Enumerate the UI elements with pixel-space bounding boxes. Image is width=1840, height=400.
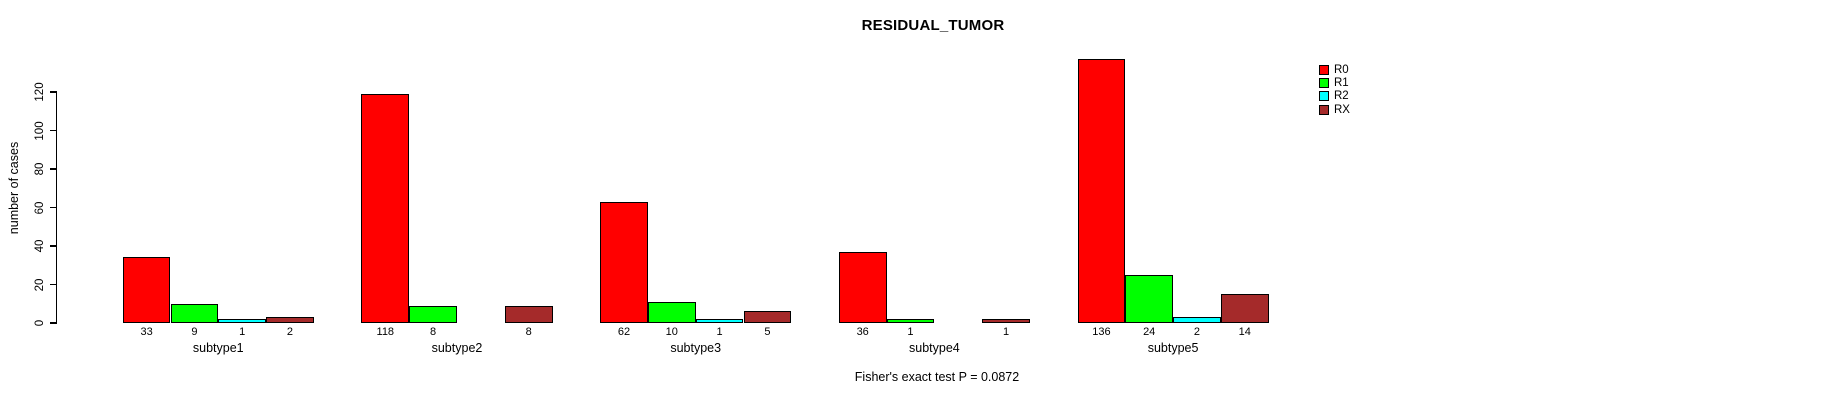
bar-value-label: 2 (286, 326, 294, 338)
bar-r2-subtype1 (218, 319, 267, 323)
bar-value-label: 1 (907, 326, 914, 338)
bar-r1-subtype1 (170, 303, 219, 323)
bar-value-label: 1 (239, 326, 246, 338)
bar-rx-subtype5 (1220, 294, 1269, 323)
bar-value-label: 1 (716, 326, 723, 338)
bar-value-label: 9 (191, 326, 198, 338)
fisher-test-annotation: Fisher's exact test P = 0.0872 (854, 370, 1020, 384)
y-tick-label: 0 (34, 319, 46, 327)
y-tick-label: 80 (34, 162, 46, 176)
y-tick (49, 206, 57, 209)
category-label-subtype5: subtype5 (1147, 341, 1199, 355)
category-label-subtype4: subtype4 (909, 341, 960, 355)
bar-r0-subtype4 (838, 251, 887, 323)
bar-value-label: 118 (376, 326, 395, 338)
bar-value-label: 36 (856, 326, 869, 338)
y-tick (49, 129, 57, 132)
bar-r1-subtype2 (409, 305, 457, 323)
bar-r1-subtype4 (886, 319, 935, 323)
legend-item-r0: R0 (1319, 64, 1350, 76)
bar-value-label: 24 (1143, 326, 1156, 338)
y-tick (49, 322, 57, 324)
bar-r0-subtype1 (122, 257, 171, 323)
legend-swatch-icon (1319, 104, 1329, 115)
bar-value-label: 5 (764, 326, 771, 338)
bar-r0-subtype2 (361, 93, 410, 323)
bar-value-label: 62 (617, 326, 631, 338)
y-tick (49, 283, 57, 286)
legend-swatch-icon (1319, 78, 1329, 89)
bar-r2-subtype3 (695, 319, 744, 323)
bar-rx-subtype1 (266, 317, 314, 323)
y-tick (49, 168, 57, 170)
bar-rx-subtype2 (504, 305, 553, 323)
legend: R0 R1 R2 RX (1319, 64, 1350, 118)
bar-value-label: 10 (665, 326, 678, 338)
bar-r0-subtype5 (1077, 59, 1126, 323)
bar-rx-subtype4 (982, 319, 1030, 323)
y-axis-title: number of cases (7, 141, 21, 235)
category-label-subtype3: subtype3 (670, 341, 722, 355)
bar-value-label: 8 (430, 326, 437, 338)
y-tick-label: 120 (34, 82, 46, 102)
bar-r2-subtype5 (1173, 317, 1221, 323)
legend-label: R1 (1334, 77, 1349, 90)
y-tick-label: 20 (34, 278, 46, 291)
bar-value-label: 1 (1003, 326, 1010, 338)
legend-label: R0 (1334, 64, 1349, 76)
y-tick-label: 40 (34, 239, 46, 253)
legend-swatch-icon (1319, 91, 1329, 102)
bar-r0-subtype3 (600, 201, 648, 323)
y-tick (49, 91, 57, 93)
legend-item-r2: R2 (1319, 90, 1350, 103)
category-label-subtype2: subtype2 (431, 341, 483, 355)
y-tick (49, 245, 57, 247)
bar-r1-subtype3 (647, 301, 696, 323)
bar-value-label: 2 (1193, 326, 1201, 338)
category-label-subtype1: subtype1 (192, 341, 244, 355)
bar-r1-subtype5 (1125, 274, 1174, 323)
legend-swatch-icon (1319, 65, 1329, 75)
bar-value-label: 8 (525, 326, 532, 338)
bar-value-label: 136 (1092, 326, 1111, 338)
y-tick-label: 60 (34, 201, 46, 214)
legend-item-r1: R1 (1319, 77, 1350, 90)
bar-value-label: 14 (1238, 326, 1251, 338)
bar-rx-subtype3 (743, 311, 792, 323)
legend-item-rx: RX (1319, 103, 1350, 116)
legend-label: R2 (1334, 90, 1349, 103)
chart-title: RESIDUAL_TUMOR (861, 17, 1005, 34)
bar-value-label: 33 (140, 326, 153, 338)
legend-label: RX (1334, 103, 1350, 116)
y-tick-label: 100 (34, 120, 46, 141)
